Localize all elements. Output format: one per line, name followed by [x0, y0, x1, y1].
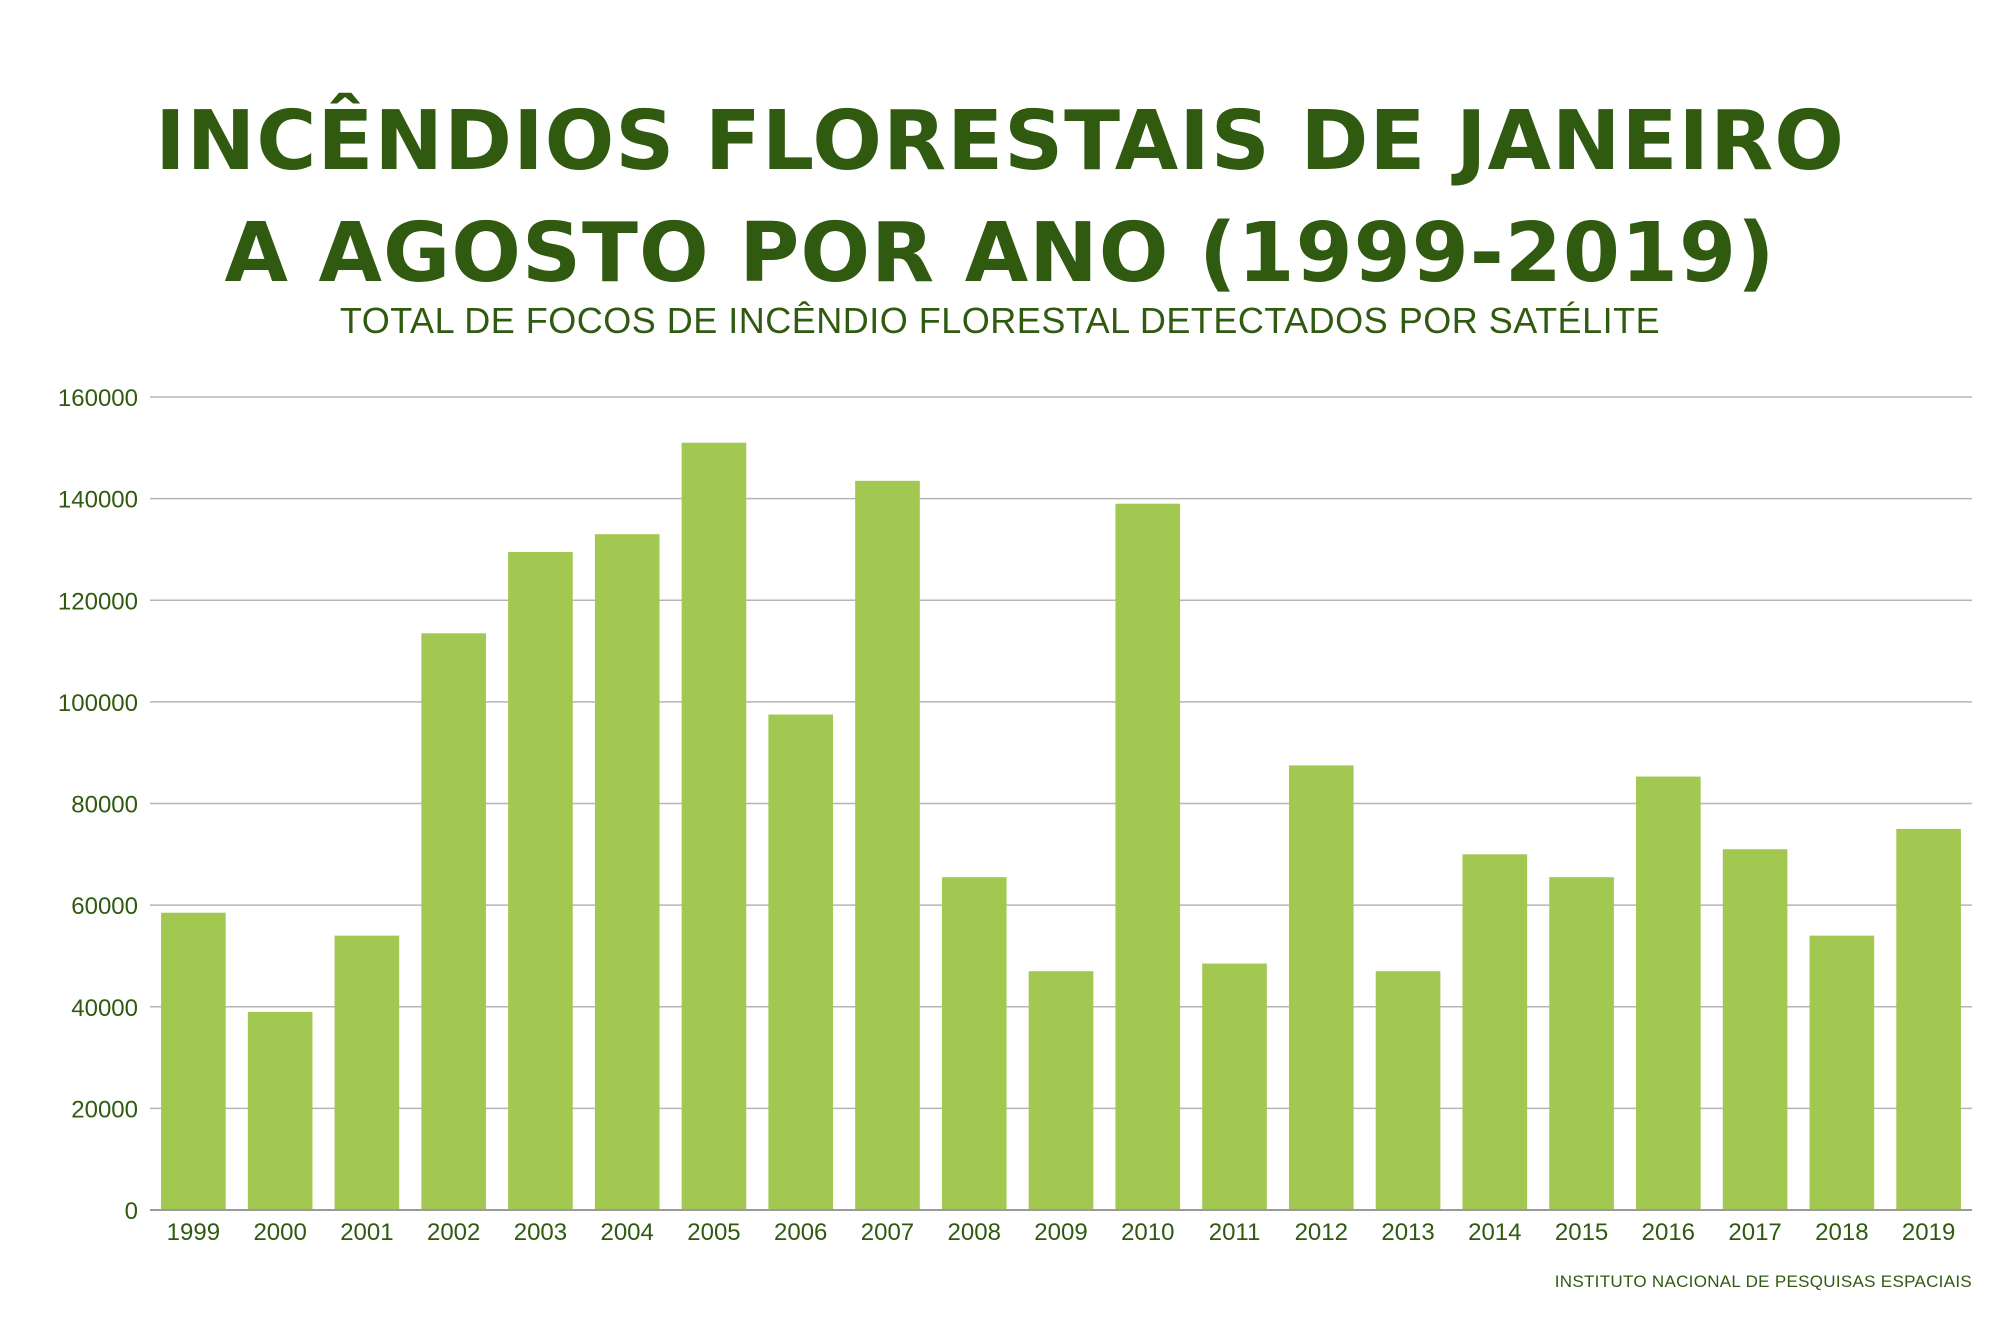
chart-title-line-2: A AGOSTO POR ANO (1999-2019): [224, 206, 1776, 301]
bar-2008: [941, 877, 1007, 1210]
x-tick-label: 2001: [340, 1219, 393, 1246]
x-tick-label: 2011: [1209, 1219, 1261, 1246]
x-tick-label: 2000: [253, 1219, 306, 1246]
bar-2015: [1549, 877, 1614, 1210]
y-tick-label: 140000: [58, 487, 138, 514]
y-tick-label: 160000: [58, 385, 138, 412]
bar-2001: [334, 935, 400, 1210]
bar-2013: [1375, 971, 1441, 1210]
bar-2005: [681, 442, 747, 1210]
x-tick-label: 2017: [1728, 1219, 1781, 1246]
chart-title-line-1: INCÊNDIOS FLORESTAIS DE JANEIRO: [155, 94, 1845, 189]
bar-2002: [421, 633, 486, 1210]
x-tick-label: 1999: [167, 1219, 220, 1246]
bar-2009: [1028, 971, 1094, 1210]
bar-2004: [594, 534, 660, 1210]
y-tick-label: 120000: [58, 588, 138, 615]
y-tick-label: 80000: [71, 792, 138, 819]
chart-title: INCÊNDIOS FLORESTAIS DE JANEIRO A AGOSTO…: [0, 86, 2000, 310]
bar-2011: [1202, 963, 1267, 1210]
bar-2017: [1722, 849, 1788, 1210]
x-tick-label: 2002: [427, 1219, 480, 1246]
y-tick-label: 20000: [71, 1096, 138, 1123]
bar-2016: [1636, 776, 1701, 1210]
bar-2003: [508, 551, 573, 1210]
x-tick-label: 2005: [687, 1219, 740, 1246]
chart-subtitle: TOTAL DE FOCOS DE INCÊNDIO FLORESTAL DET…: [339, 300, 1661, 341]
x-tick-label: 2003: [514, 1219, 567, 1246]
x-tick-label: 2004: [600, 1219, 653, 1246]
y-tick-label: 40000: [71, 995, 138, 1022]
bar-2006: [768, 714, 834, 1210]
bar-1999: [161, 912, 226, 1210]
x-tick-label: 2019: [1902, 1219, 1955, 1246]
bar-2010: [1115, 503, 1181, 1210]
bar-2012: [1288, 765, 1354, 1210]
x-tick-label: 2013: [1381, 1219, 1434, 1246]
x-tick-label: 2014: [1468, 1219, 1521, 1246]
y-tick-label: 60000: [71, 893, 138, 920]
x-tick-label: 2008: [948, 1219, 1001, 1246]
x-tick-label: 2010: [1121, 1219, 1174, 1246]
bar-2000: [247, 1011, 313, 1210]
bar-2019: [1896, 828, 1961, 1210]
y-tick-label: 100000: [58, 690, 138, 717]
x-tick-label: 2007: [861, 1219, 914, 1246]
x-tick-label: 2009: [1034, 1219, 1087, 1246]
x-tick-label: 2018: [1815, 1219, 1868, 1246]
x-tick-label: 2006: [774, 1219, 827, 1246]
x-tick-label: 2016: [1642, 1219, 1695, 1246]
source-credit: INSTITUTO NACIONAL DE PESQUISAS ESPACIAI…: [1554, 1272, 1972, 1291]
bar-2007: [855, 480, 920, 1210]
y-tick-label: 0: [125, 1198, 138, 1225]
bar-2018: [1809, 935, 1875, 1210]
x-tick-label: 2015: [1555, 1219, 1608, 1246]
x-tick-label: 2012: [1295, 1219, 1348, 1246]
bar-2014: [1462, 854, 1528, 1210]
